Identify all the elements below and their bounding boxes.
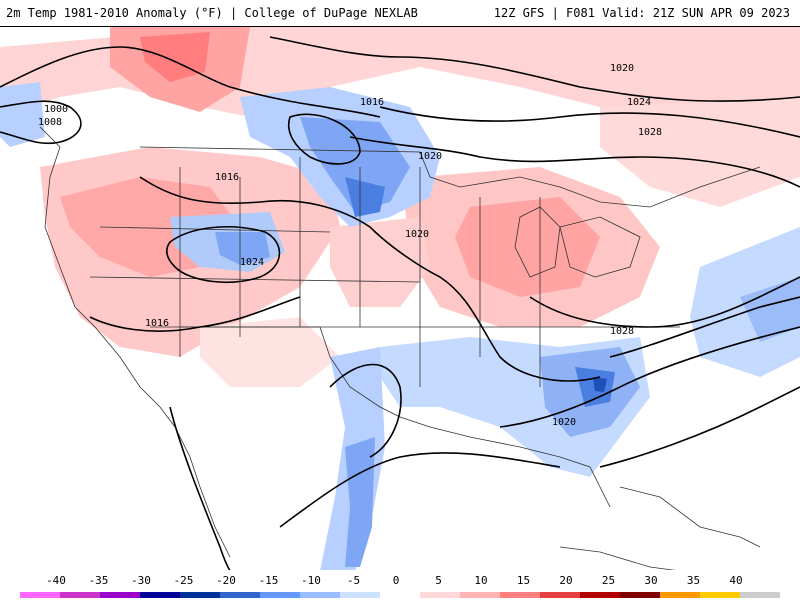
legend-color-swatch: [60, 592, 100, 598]
legend-color-swatch: [220, 592, 260, 598]
legend-color-swatch: [460, 592, 500, 598]
legend-tick-label: 15: [516, 574, 531, 587]
legend-tick-label: 10: [474, 574, 488, 587]
legend-color-swatch: [180, 592, 220, 598]
legend-color-swatch: [420, 592, 460, 598]
legend-color-bar: [20, 592, 780, 598]
legend-color-swatch: [260, 592, 300, 598]
legend-tick-label: 35: [686, 574, 701, 587]
legend-color-swatch: [540, 592, 580, 598]
legend-color-swatch: [300, 592, 340, 598]
contour-label: 1016: [360, 97, 384, 108]
legend-color-swatch: [700, 592, 740, 598]
legend-color-swatch: [140, 592, 180, 598]
legend-tick-label: 30: [644, 574, 658, 587]
legend-color-swatch: [620, 592, 660, 598]
contour-labels: 1000 1008 1016 1016 1020 1020 1024 1028 …: [38, 63, 662, 428]
legend-tick-label: -25: [173, 574, 194, 587]
legend-tick-label: -20: [216, 574, 236, 587]
model-run-info: 12Z GFS | F081 Valid: 21Z SUN APR 09 202…: [493, 6, 790, 20]
map-canvas: 1000 1008 1016 1016 1020 1020 1024 1028 …: [0, 27, 800, 571]
legend-color-swatch: [500, 592, 540, 598]
legend-tick-label: 40: [729, 574, 743, 587]
map-header: 2m Temp 1981-2010 Anomaly (°F) | College…: [0, 0, 800, 26]
legend-tick-label: -5: [346, 574, 361, 587]
contour-label: 1024: [627, 97, 651, 108]
contour-label: 1020: [418, 151, 442, 162]
geographic-borders: [39, 126, 761, 571]
legend-color-swatch: [660, 592, 700, 598]
legend-color-swatch: [380, 592, 420, 598]
cool-anomaly-fill: [0, 82, 800, 571]
contour-label: 1008: [38, 117, 62, 128]
legend-color-swatch: [20, 592, 60, 598]
legend-tick-label: 5: [435, 574, 442, 587]
legend-color-swatch: [580, 592, 620, 598]
contour-label: 1020: [405, 229, 429, 240]
contour-label: 1016: [145, 318, 169, 329]
legend-tick-label: -10: [301, 574, 321, 587]
legend-tick-label: -30: [131, 574, 151, 587]
map-title: 2m Temp 1981-2010 Anomaly (°F) | College…: [6, 6, 418, 20]
legend-color-swatch: [740, 592, 780, 598]
legend-tick-label: -15: [258, 574, 279, 587]
contour-label: 1024: [240, 257, 264, 268]
legend-tick-label: 25: [601, 574, 616, 587]
contour-label: 1028: [610, 326, 634, 337]
contour-label: 1028: [638, 127, 662, 138]
pressure-contours: [0, 36, 800, 571]
legend-color-swatch: [340, 592, 380, 598]
legend-tick-label: -40: [46, 574, 66, 587]
contour-label: 1020: [610, 63, 634, 74]
legend-color-swatch: [100, 592, 140, 598]
color-legend: -40 -35 -30 -25 -20 -15 -10 -5 0 5 10 15 20 25 30 35 40: [0, 570, 800, 600]
legend-tick-label: -35: [88, 574, 109, 587]
contour-label: 1000: [44, 104, 68, 115]
legend-tick-label: 0: [392, 574, 400, 587]
contour-label: 1020: [552, 417, 576, 428]
contour-label: 1016: [215, 172, 239, 183]
legend-tick-label: 20: [559, 574, 573, 587]
anomaly-map: 1000 1008 1016 1016 1020 1020 1024 1028 …: [0, 26, 800, 572]
